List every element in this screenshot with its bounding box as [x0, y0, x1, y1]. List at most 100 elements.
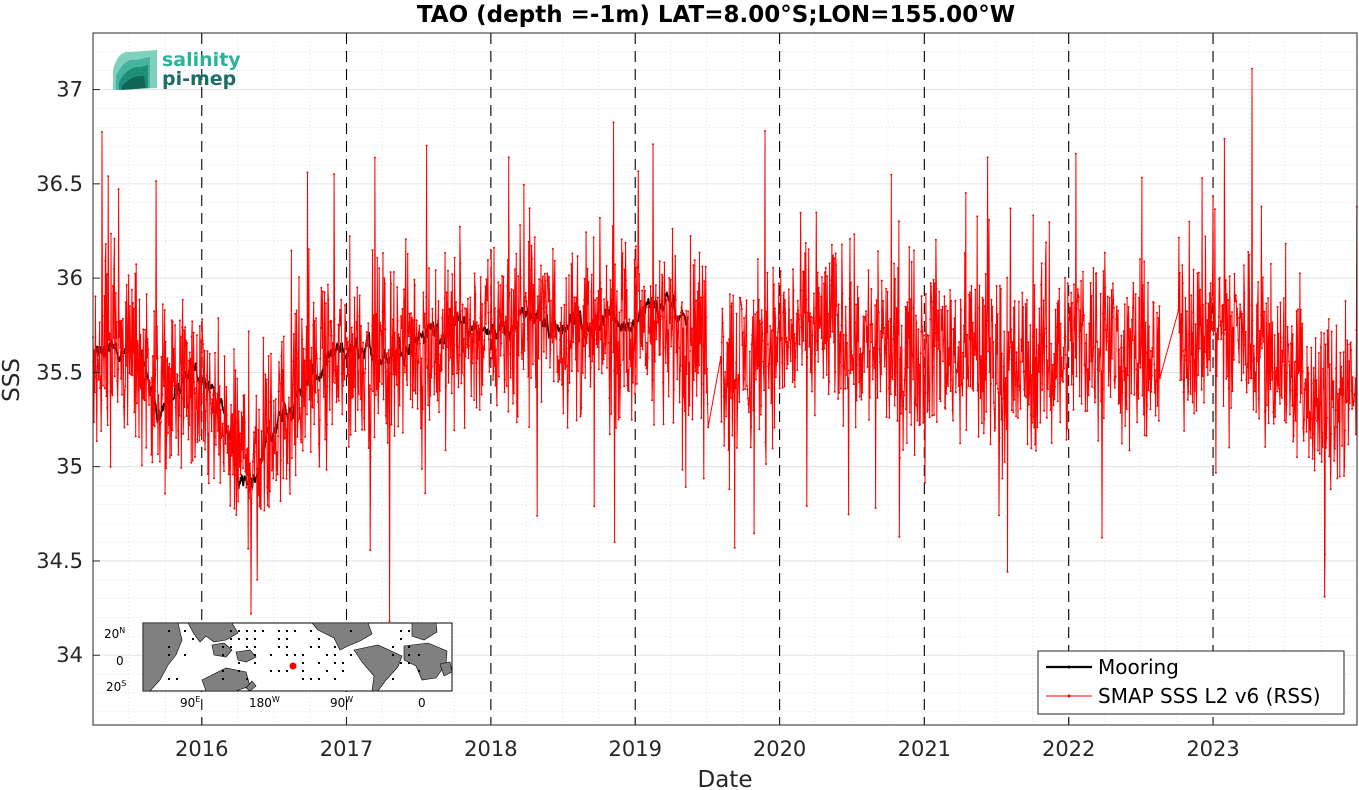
smap-data-point — [239, 473, 242, 476]
smap-data-point — [843, 367, 846, 370]
smap-data-point — [736, 406, 739, 409]
smap-data-point — [1111, 357, 1113, 360]
smap-data-point — [597, 290, 600, 292]
smap-data-point — [456, 372, 458, 375]
smap-data-point — [380, 329, 383, 332]
smap-data-point — [1082, 270, 1084, 273]
smap-data-point — [371, 249, 374, 252]
smap-data-point — [905, 442, 908, 444]
smap-data-point — [683, 396, 686, 399]
smap-data-point — [660, 315, 663, 318]
smap-data-point — [924, 391, 927, 394]
smap-data-point — [508, 291, 511, 294]
smap-data-point — [599, 338, 602, 341]
smap-data-point — [908, 411, 911, 414]
smap-data-point — [955, 368, 958, 371]
smap-data-point — [1020, 338, 1023, 341]
smap-data-point — [1099, 292, 1102, 295]
smap-data-point — [565, 347, 568, 350]
smap-data-point — [734, 378, 737, 381]
smap-data-point — [314, 391, 317, 394]
smap-data-point — [593, 338, 596, 341]
smap-data-point — [1024, 303, 1027, 305]
smap-data-point — [224, 442, 227, 445]
smap-data-point — [1315, 379, 1318, 382]
smap-data-point — [959, 298, 962, 301]
smap-data-point — [133, 411, 136, 414]
smap-data-point — [1285, 403, 1288, 406]
smap-data-point — [853, 233, 856, 236]
smap-data-point — [397, 333, 400, 336]
smap-data-point — [652, 296, 655, 299]
smap-data-point — [128, 350, 131, 353]
smap-data-point — [1055, 326, 1058, 329]
smap-data-point — [1192, 268, 1195, 271]
smap-data-point — [1072, 342, 1074, 345]
smap-data-point — [426, 366, 429, 369]
y-tick-label: 36.5 — [36, 172, 83, 196]
smap-data-point — [745, 299, 748, 302]
smap-data-point — [1248, 253, 1251, 256]
smap-data-point — [226, 451, 229, 454]
smap-data-point — [855, 303, 858, 306]
smap-data-point — [810, 315, 813, 318]
smap-data-point — [1133, 335, 1136, 338]
smap-data-point — [172, 380, 175, 383]
smap-data-point — [900, 324, 903, 327]
buoy-marker — [168, 630, 170, 632]
smap-data-point — [971, 321, 974, 324]
smap-data-point — [316, 373, 319, 376]
smap-data-point — [991, 305, 994, 308]
smap-data-point — [198, 439, 201, 442]
smap-data-point — [1209, 282, 1212, 285]
smap-data-point — [1018, 385, 1021, 388]
smap-data-point — [325, 468, 328, 471]
smap-data-point — [99, 375, 102, 378]
smap-data-point — [121, 317, 124, 320]
smap-data-point — [1219, 324, 1222, 327]
smap-data-point — [180, 466, 183, 469]
smap-data-point — [946, 309, 949, 312]
legend-item-mooring: Mooring — [1046, 655, 1179, 679]
smap-data-point — [106, 424, 109, 427]
smap-data-point — [660, 299, 663, 302]
buoy-marker — [302, 654, 304, 656]
smap-data-point — [764, 441, 767, 444]
smap-data-point — [769, 350, 772, 353]
smap-data-point — [225, 386, 228, 388]
smap-data-point — [806, 356, 809, 359]
smap-data-point — [330, 334, 333, 337]
smap-data-point — [499, 354, 502, 357]
smap-data-point — [196, 431, 199, 434]
smap-data-point — [278, 373, 281, 376]
smap-data-point — [520, 351, 523, 354]
smap-data-point — [907, 336, 910, 339]
smap-data-point — [217, 317, 220, 320]
smap-data-point — [573, 296, 576, 299]
smap-data-point — [829, 284, 831, 287]
smap-data-point — [1233, 272, 1236, 275]
smap-data-point — [1182, 350, 1185, 352]
buoy-marker — [270, 654, 272, 656]
smap-data-point — [1322, 387, 1325, 390]
smap-data-point — [252, 453, 255, 456]
smap-data-point — [347, 355, 350, 358]
smap-data-point — [892, 338, 895, 341]
smap-data-point — [367, 447, 370, 449]
smap-data-point — [1097, 348, 1100, 351]
smap-data-point — [147, 387, 150, 390]
y-tick-label: 37 — [56, 78, 83, 102]
smap-data-point — [1177, 309, 1180, 312]
buoy-marker — [418, 654, 420, 656]
smap-data-point — [135, 367, 138, 370]
chart-title: TAO (depth =-1m) LAT=8.00°S;LON=155.00°W — [417, 2, 1015, 28]
smap-data-point — [777, 282, 780, 285]
smap-data-point — [484, 301, 486, 304]
smap-data-point — [1116, 327, 1119, 329]
smap-data-point — [1128, 343, 1130, 346]
smap-data-point — [131, 374, 134, 377]
smap-data-point — [254, 442, 257, 444]
smap-data-point — [1073, 328, 1076, 331]
smap-data-point — [309, 450, 312, 453]
smap-data-point — [963, 341, 966, 344]
